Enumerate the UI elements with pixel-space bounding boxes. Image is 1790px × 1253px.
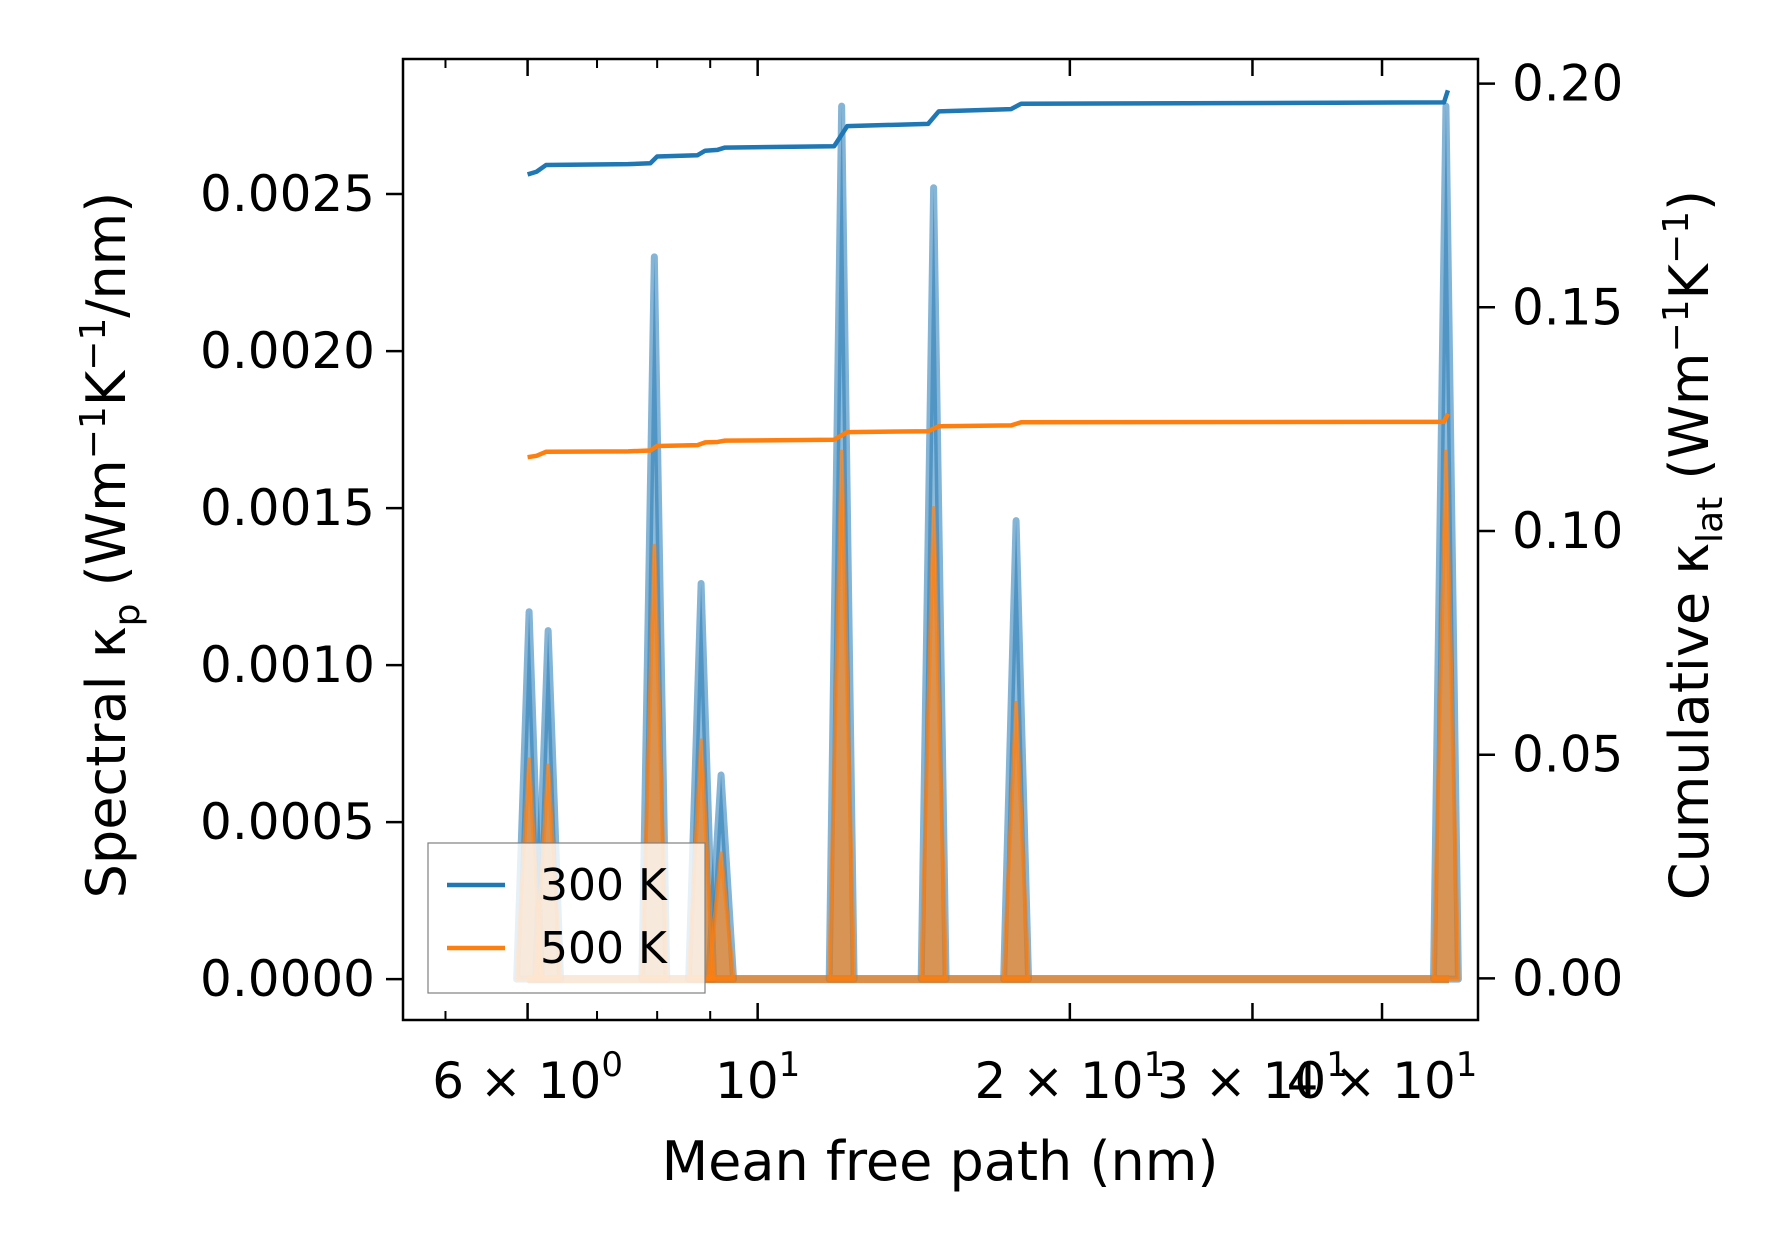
- y-right-tick-label-0: 0.00: [1512, 949, 1623, 1007]
- legend-label-300k: 300 K: [540, 860, 668, 911]
- y-axis-label-left: Spectral κp (Wm−1K−1/nm): [73, 192, 148, 899]
- y-left-tick-label-3: 0.0015: [200, 479, 375, 537]
- y-right-tick-label-4: 0.20: [1512, 55, 1623, 113]
- y-left-tick-label-1: 0.0005: [200, 793, 375, 851]
- y-left-tick-label-2: 0.0010: [200, 636, 375, 694]
- y-right-tick-label-3: 0.15: [1512, 278, 1623, 336]
- y-left-tick-label-4: 0.0020: [200, 322, 375, 380]
- x-tick-label-3: 3 × 101: [1157, 1045, 1348, 1110]
- spectral-500k-peak-8: [1431, 449, 1461, 982]
- axes-frame: [401, 57, 1480, 1022]
- ticks: 0.0000 0.0005 0.0010 0.0015 0.0020 0.0025 0.00…: [200, 55, 1623, 1110]
- spectral-500k-peak-5: [827, 449, 857, 982]
- legend: 300 K 500 K: [427, 842, 706, 994]
- x-tick-label-2: 2 × 101: [974, 1045, 1165, 1110]
- spectral-500k-peak-7: [1001, 700, 1031, 982]
- y-right-tick-label-2: 0.10: [1512, 502, 1623, 560]
- axes: [401, 57, 1480, 1022]
- x-tick-label-4: 4 × 101: [1287, 1045, 1478, 1110]
- y-left-tick-label-5: 0.0025: [200, 165, 375, 223]
- cumulative-series: [526, 89, 1451, 460]
- cumulative-line-500k: [527, 412, 1450, 460]
- cumulative-line-300k: [526, 89, 1451, 177]
- spectral-500k-peak-4: [706, 851, 736, 982]
- x-tick-label-0: 6 × 100: [432, 1045, 623, 1110]
- x-tick-label-1: 101: [715, 1045, 800, 1110]
- x-axis-label: Mean free path (nm): [662, 1130, 1219, 1193]
- y-right-tick-label-1: 0.05: [1512, 726, 1623, 784]
- legend-label-500k: 500 K: [540, 923, 668, 974]
- y-axis-label-right: Cumulative κlat (Wm−1K−1): [1656, 190, 1731, 900]
- spectral-500k-peak-6: [919, 506, 949, 982]
- y-left-tick-label-0: 0.0000: [200, 950, 375, 1008]
- legend-frame: [427, 842, 706, 994]
